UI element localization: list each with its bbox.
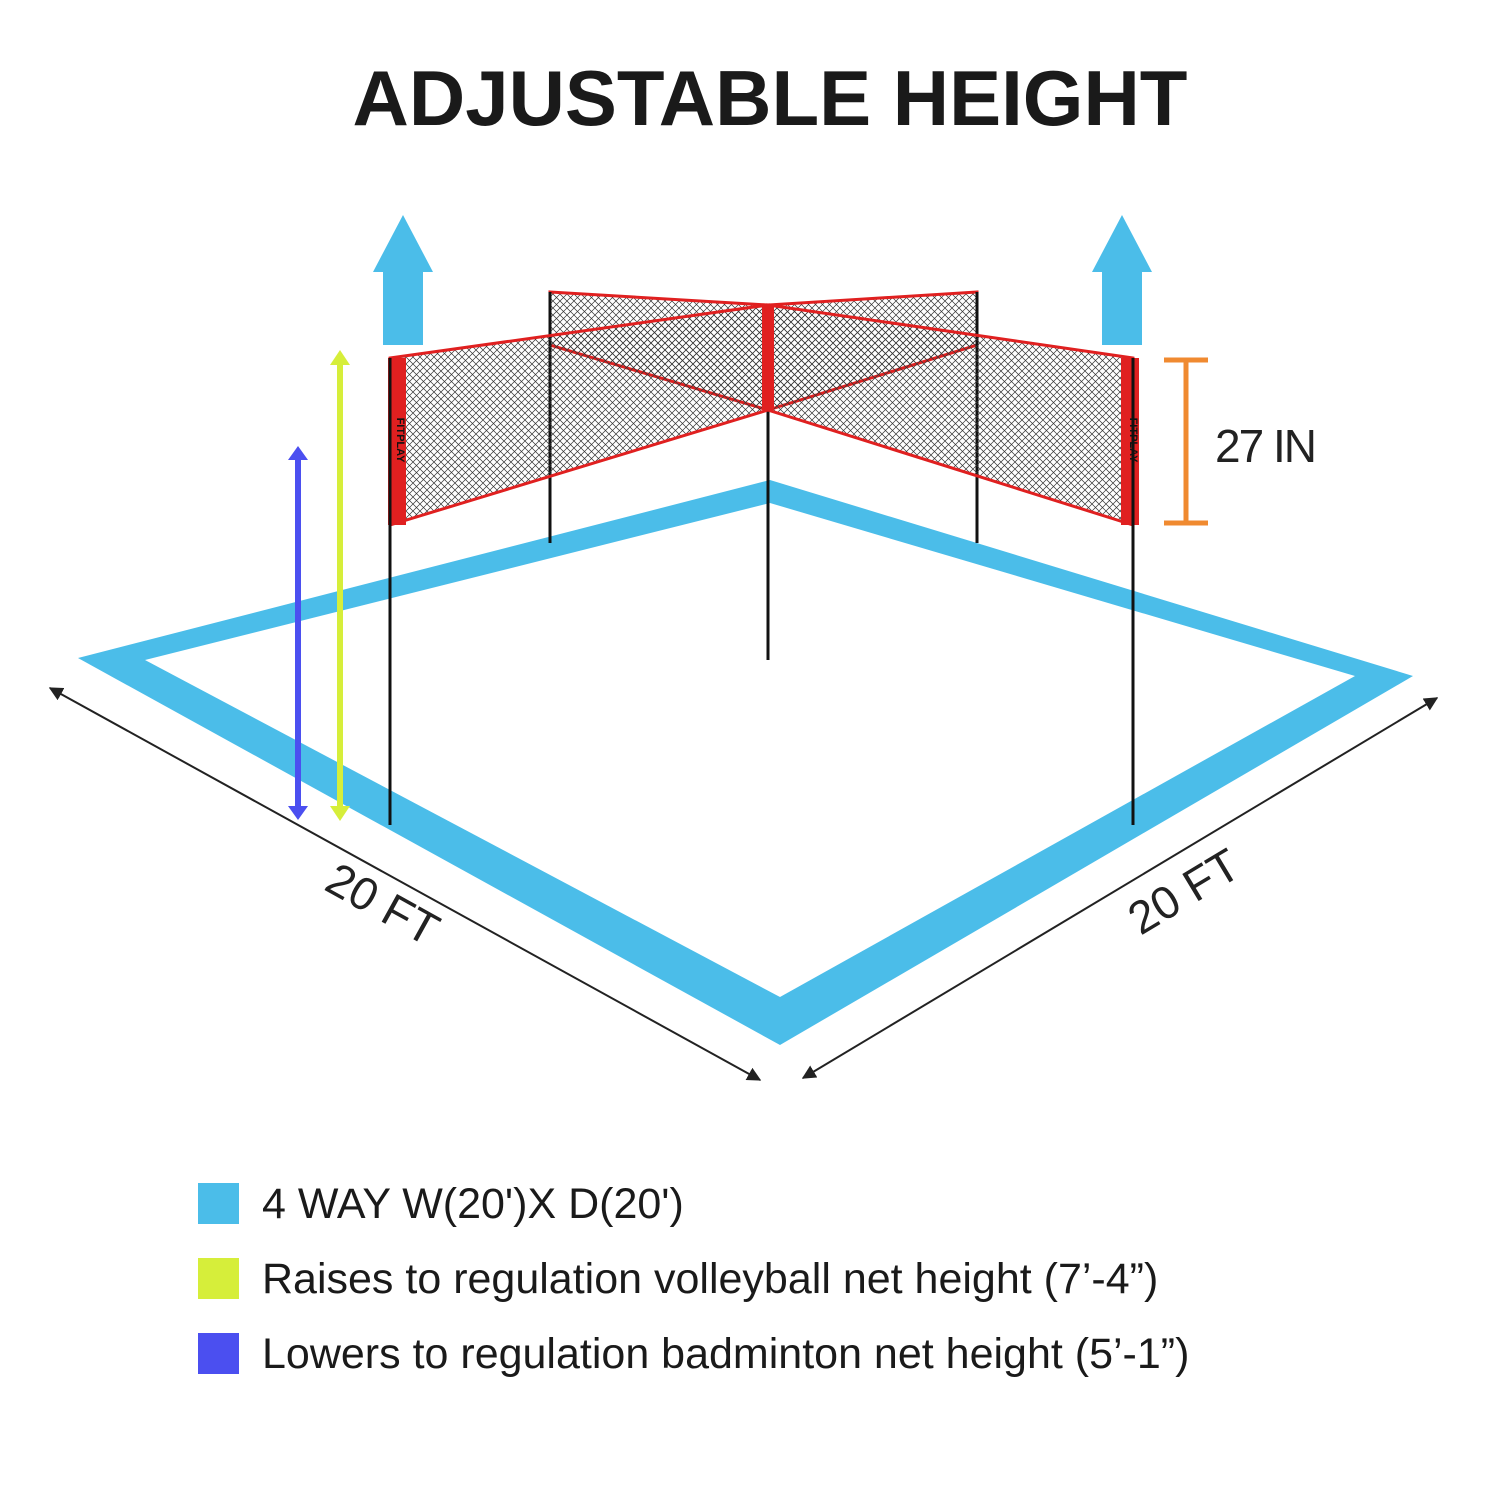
legend-swatch	[198, 1333, 239, 1374]
net	[766, 303, 1135, 528]
legend-text: 4 WAY W(20')X D(20')	[262, 1180, 684, 1228]
dimension-label: 20 FT	[318, 852, 448, 956]
volleyball-height-arrow	[330, 350, 350, 821]
net-height-label: 27 IN	[1215, 420, 1315, 472]
up-arrow	[1092, 215, 1152, 345]
net-height-bracket	[1164, 357, 1208, 526]
dimension-line	[801, 697, 1439, 1079]
badminton-height-arrow	[288, 446, 308, 820]
up-arrow	[373, 215, 433, 345]
brand: FITPLAY	[394, 418, 406, 463]
dimension-line	[48, 687, 762, 1081]
center-flag	[762, 305, 774, 410]
net-flag	[388, 358, 406, 525]
net	[388, 303, 770, 528]
dimension-label: 20 FT	[1119, 838, 1249, 944]
legend-text: Raises to regulation volleyball net heig…	[262, 1255, 1158, 1303]
legend-text: Lowers to regulation badminton net heigh…	[262, 1330, 1189, 1378]
legend-swatch	[198, 1258, 239, 1299]
title: ADJUSTABLE HEIGHT	[353, 54, 1188, 142]
legend-swatch	[198, 1183, 239, 1224]
